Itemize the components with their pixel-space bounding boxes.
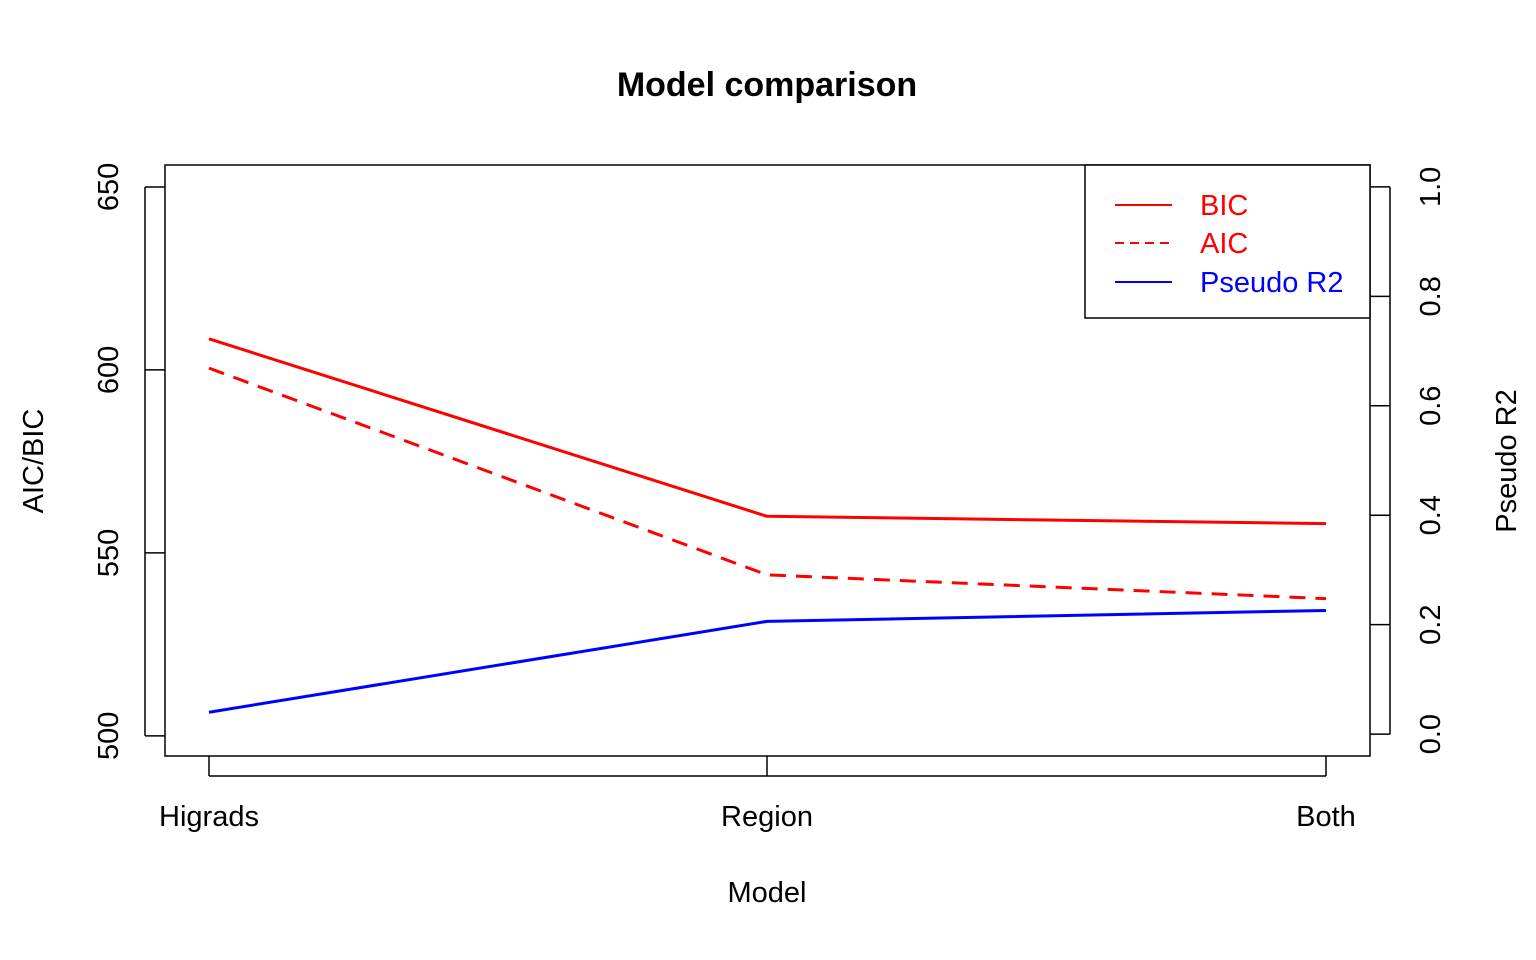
right-axis-tick-label: 0.0: [1415, 714, 1447, 754]
x-axis-label: Model: [728, 877, 807, 909]
right-axis-tick-label: 0.2: [1415, 605, 1447, 645]
series-lines: [208, 337, 1327, 714]
left-axis-tick-label: 550: [93, 529, 125, 577]
y-axis-label: AIC/BIC: [18, 409, 50, 514]
series-line-bic: [208, 337, 1327, 526]
x-axis-tick-label: Both: [1296, 801, 1356, 833]
y2-axis-label: Pseudo R2: [1491, 389, 1523, 533]
series-line-aic: [208, 366, 1327, 601]
legend-label: BIC: [1200, 190, 1248, 222]
chart-title: Model comparison: [617, 66, 917, 104]
x-axis-tick-label: Higrads: [159, 801, 259, 833]
right-axis-tick-label: 1.0: [1415, 167, 1447, 207]
left-axis-tick-label: 600: [93, 346, 125, 394]
series-line-pseudo-r2: [208, 608, 1327, 714]
legend-box: [1084, 164, 1371, 319]
x-axis-tick-label: Region: [721, 801, 813, 833]
right-axis-tick-label: 0.4: [1415, 495, 1447, 535]
legend-label: Pseudo R2: [1200, 267, 1344, 299]
x-axis: Higrads Region Both: [159, 756, 1356, 833]
left-y-axis: 500 550 600 650: [93, 163, 165, 760]
legend-label: AIC: [1200, 228, 1248, 260]
right-axis-tick-label: 0.6: [1415, 386, 1447, 426]
legend: BIC AIC Pseudo R2: [1084, 164, 1371, 319]
right-axis-tick-label: 0.8: [1415, 276, 1447, 316]
right-y-axis: 0.0 0.2 0.4 0.6 0.8 1.0: [1370, 167, 1447, 754]
left-axis-tick-label: 500: [93, 712, 125, 760]
left-axis-tick-label: 650: [93, 163, 125, 211]
